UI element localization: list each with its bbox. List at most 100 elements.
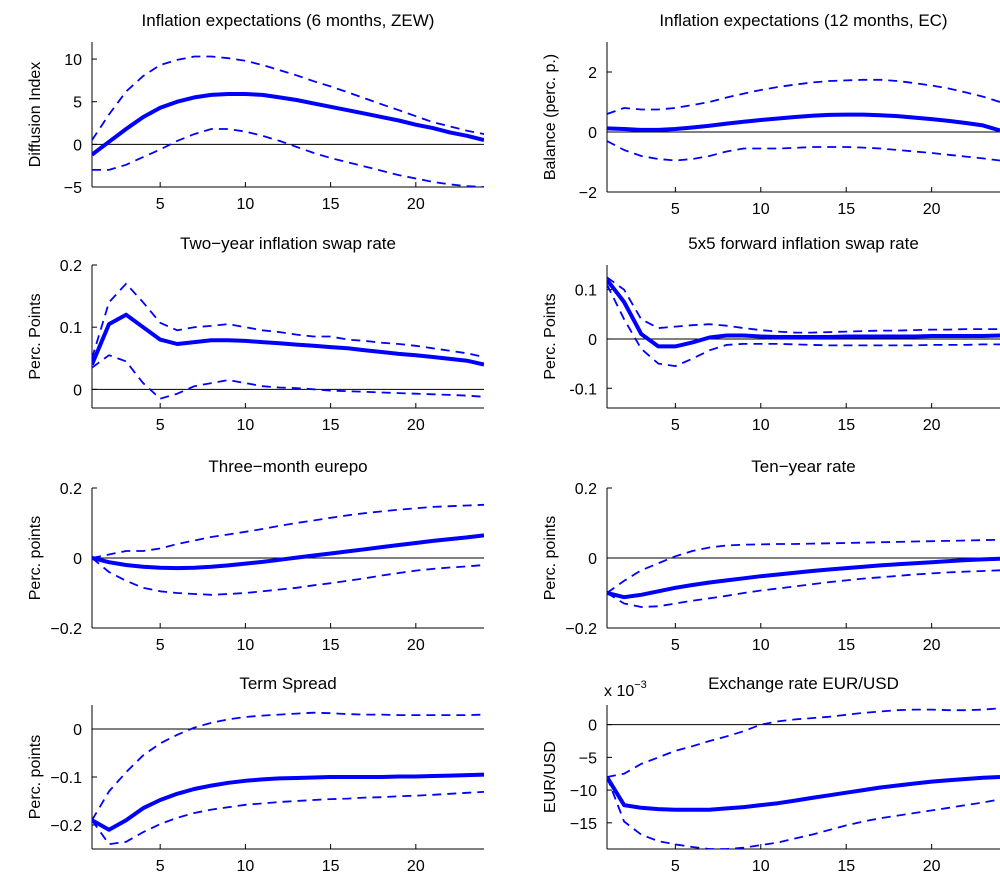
x-tick-label: 15 [322,858,340,875]
impulse-response-line [92,312,484,367]
x-tick-label: 20 [923,417,941,434]
impulse-response-line [607,112,1000,133]
impulse-response-line [607,556,1000,600]
panel-2: 5 10 15 20 −2 0 2 Inflation expectations (12 mo… [542,11,1000,218]
lower-confidence-band [607,569,1000,608]
y-tick-label: -0.1 [569,381,597,398]
y-axis-label: Diffusion Index [27,62,44,168]
chart-title: Three−month eurepo [208,457,367,476]
impulse-response-line [607,278,1000,349]
upper-confidence-band [607,538,1000,594]
impulse-response-line [92,92,484,157]
panel-7: 5 10 15 20 −0.2 −0.1 0 Term Spread Perc. points [27,674,484,875]
x-tick-label: 5 [156,196,165,213]
lower-confidence-band [92,791,484,846]
y-tick-label: 0 [73,382,82,399]
upper-confidence-band [607,276,1000,334]
x-tick-label: 15 [837,417,855,434]
x-tick-label: 20 [407,196,425,213]
panel-1: 5 10 15 20 −5 0 5 10 Inflation expectations (6 m… [27,11,484,213]
upper-confidence-band [92,711,484,821]
x-tick-label: 10 [752,637,770,654]
y-tick-label: 0.2 [60,258,82,275]
y-tick-label: −0.2 [50,818,82,835]
y-tick-label: −10 [570,783,597,800]
x-tick-label: 20 [923,637,941,654]
x-tick-label: 10 [236,858,254,875]
y-tick-label: −2 [579,185,597,202]
chart-title: Exchange rate EUR/USD [708,674,899,693]
lower-confidence-band [607,140,1000,162]
x-tick-label: 5 [671,858,680,875]
y-axis-label: Perc. points [27,516,44,600]
x-tick-label: 10 [236,196,254,213]
x-tick-label: 5 [156,637,165,654]
x-tick-label: 5 [671,417,680,434]
y-axis-label: Perc. Points [27,293,44,379]
chart-title: Two−year inflation swap rate [180,234,396,253]
x-tick-label: 20 [923,858,941,875]
y-tick-label: 5 [73,95,82,112]
impulse-response-line [92,533,484,571]
panel-6: 5 10 15 20 −0.2 0 0.2 Ten−year rate Perc. points [542,457,1000,654]
x-tick-label: 15 [322,417,340,434]
upper-confidence-band [607,78,1000,115]
x-tick-label: 5 [671,201,680,218]
x-tick-label: 5 [156,417,165,434]
y-axis-label: Perc. points [27,735,44,819]
y-tick-label: 0.2 [60,481,82,498]
x-tick-label: 10 [236,417,254,434]
panel-8: 5 10 15 20 −15 −10 −5 0 Exchange rate EUR/USD EUR… [542,674,1000,875]
x-tick-label: 15 [837,201,855,218]
x-tick-label: 15 [837,858,855,875]
x-tick-label: 5 [156,858,165,875]
y-tick-label: −0.2 [50,621,82,638]
y-axis-label: Perc. points [542,516,559,600]
upper-confidence-band [92,55,484,141]
x-tick-label: 10 [752,417,770,434]
y-exponent-label: x 10−3 [604,679,647,700]
x-tick-label: 20 [923,201,941,218]
y-axis-label: EUR/USD [542,741,559,813]
lower-confidence-band [92,354,484,400]
x-tick-label: 15 [322,637,340,654]
lower-confidence-band [92,128,484,187]
x-tick-label: 15 [322,196,340,213]
y-tick-label: −5 [579,750,597,767]
impulse-response-line [607,775,1000,812]
upper-confidence-band [92,282,484,359]
y-axis-label: Perc. Points [542,293,559,379]
x-tick-label: 10 [752,201,770,218]
y-tick-label: 0 [73,551,82,568]
y-tick-label: −0.1 [50,770,82,787]
y-tick-label: −15 [570,816,597,833]
x-tick-label: 5 [671,637,680,654]
panel-3: 5 10 15 20 0 0.1 0.2 Two−year inflation swap ra… [27,234,484,434]
impulse-response-line [92,772,484,832]
x-tick-label: 20 [407,637,425,654]
y-tick-label: 0 [73,137,82,154]
lower-confidence-band [607,776,1000,849]
y-tick-label: 10 [64,52,82,69]
lower-confidence-band [92,557,484,596]
upper-confidence-band [607,707,1000,778]
y-tick-label: 2 [588,65,597,82]
y-tick-label: 0 [588,332,597,349]
y-tick-label: −5 [64,180,82,197]
upper-confidence-band [92,503,484,559]
panel-4: 5 10 15 20 -0.1 0 0.1 5x5 forward inflation swa… [542,234,1000,434]
y-axis-label: Balance (perc. p.) [542,54,559,180]
y-tick-label: 0 [588,551,597,568]
y-tick-label: 0.1 [575,283,597,300]
x-tick-label: 20 [407,858,425,875]
x-tick-label: 10 [752,858,770,875]
y-tick-label: 0 [588,718,597,735]
y-tick-label: 0 [73,722,82,739]
chart-title: Inflation expectations (6 months, ZEW) [142,11,435,30]
y-tick-label: −0.2 [565,621,597,638]
x-tick-label: 10 [236,637,254,654]
x-tick-label: 20 [407,417,425,434]
chart-title: Ten−year rate [751,457,855,476]
panel-5: 5 10 15 20 −0.2 0 0.2 Three−month eurepo Perc. p… [27,457,484,654]
